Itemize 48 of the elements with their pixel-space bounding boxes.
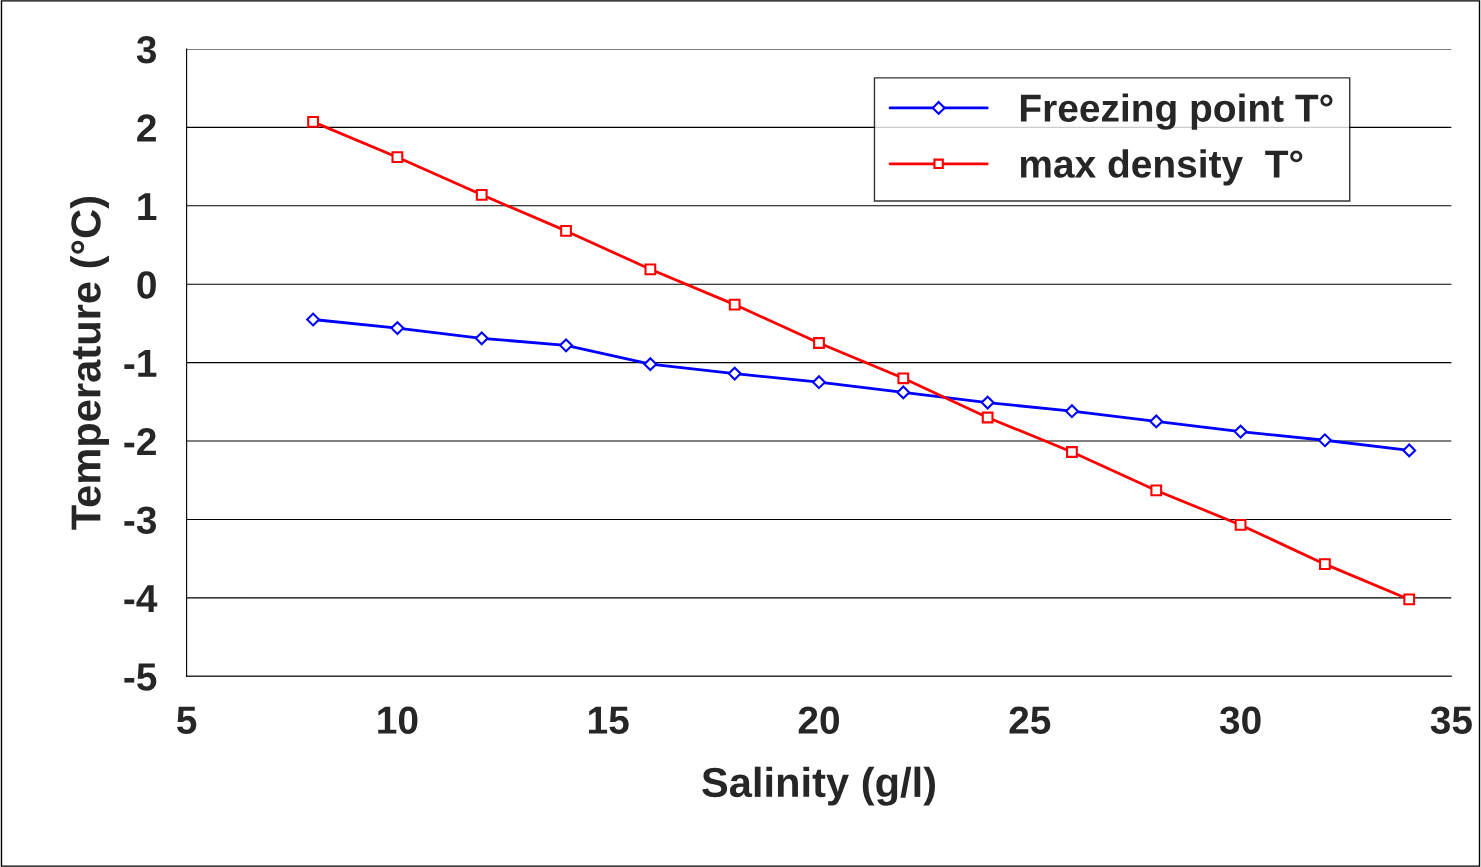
y-tick-label: 1 — [138, 193, 157, 220]
point — [390, 321, 405, 336]
point — [1319, 558, 1331, 571]
y-tick-label: 2 — [137, 114, 156, 142]
x-axis-title: Salinity (g/l) — [702, 766, 935, 806]
point — [1233, 424, 1248, 439]
x-tick-label: 35 — [1430, 706, 1472, 735]
y-axis-title: Temperature (°C) — [70, 196, 109, 530]
point — [643, 357, 658, 372]
legend-label: max density T° — [1020, 149, 1303, 186]
point — [897, 372, 910, 385]
x-tick-label: 20 — [798, 706, 840, 734]
point — [474, 331, 489, 346]
point — [980, 395, 995, 410]
legend-label: Freezing point T° — [1020, 93, 1333, 130]
point — [1402, 443, 1417, 458]
y-tick-label: -2 — [124, 427, 156, 456]
x-tick-label: 30 — [1219, 706, 1261, 735]
point — [391, 151, 404, 164]
point — [475, 188, 488, 201]
point — [1234, 519, 1247, 531]
point — [727, 366, 742, 381]
x-tick-label: 5 — [176, 706, 197, 734]
point — [812, 375, 826, 390]
point — [1150, 484, 1163, 497]
point — [896, 385, 911, 400]
point — [1317, 433, 1332, 448]
point — [728, 298, 741, 311]
y-tick-label: -3 — [124, 506, 157, 534]
x-tick-label: 15 — [589, 706, 629, 734]
point — [306, 312, 321, 327]
point — [1403, 593, 1416, 606]
y-tick-label: -4 — [124, 585, 158, 612]
point — [559, 338, 573, 353]
point — [644, 263, 657, 276]
y-tick-label: -1 — [124, 349, 157, 377]
x-tick-label: 10 — [378, 706, 418, 734]
point — [1066, 446, 1078, 458]
point — [560, 224, 572, 237]
x-tick-label: 25 — [1009, 706, 1051, 734]
y-tick-label: 3 — [136, 35, 157, 64]
point — [813, 337, 825, 349]
point — [307, 116, 319, 128]
y-tick-label: -5 — [124, 663, 157, 691]
point — [981, 411, 994, 424]
point — [1149, 414, 1164, 429]
point — [1065, 404, 1079, 419]
y-tick-label: 0 — [137, 271, 156, 299]
